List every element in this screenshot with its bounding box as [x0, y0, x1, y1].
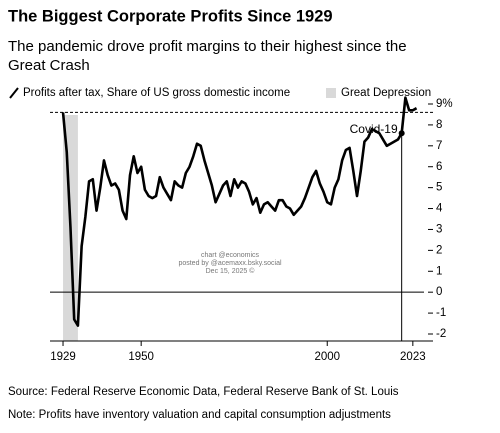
y-tick-label: 2 — [436, 244, 442, 256]
chart-subtitle: Great Crash — [8, 57, 90, 74]
y-tick-label: 5 — [436, 182, 442, 194]
annotation-point — [398, 130, 405, 137]
y-tick-label: 3 — [436, 223, 442, 235]
y-tick-label: -2 — [436, 328, 446, 340]
watermark: chart @economics — [201, 252, 260, 259]
annotation-label: Covid-19 — [350, 122, 398, 136]
y-tick-label: 0 — [436, 286, 442, 298]
watermark: posted by @acemaxx.bsky.social — [178, 260, 282, 267]
legend-label: Profits after tax, Share of US gross dom… — [23, 87, 290, 99]
watermark: Dec 15, 2025 © — [206, 267, 256, 275]
x-tick-label: 2023 — [400, 351, 426, 363]
x-tick-label: 1929 — [50, 351, 76, 363]
x-tick-label: 1950 — [128, 351, 154, 363]
y-tick-label: 7 — [436, 140, 442, 152]
series-line — [61, 96, 418, 327]
legend-label: Great Depression — [341, 87, 431, 99]
legend-shade-icon — [326, 88, 336, 98]
y-tick-label: -1 — [436, 307, 446, 319]
chart-title: The Biggest Corporate Profits Since 1929 — [8, 7, 333, 25]
source: Source: Federal Reserve Economic Data, F… — [8, 386, 399, 398]
chart-subtitle: The pandemic drove profit margins to the… — [8, 38, 407, 55]
x-tick-label: 2000 — [314, 351, 340, 363]
y-tick-label: 4 — [436, 203, 443, 215]
note: Note: Profits have inventory valuation a… — [8, 409, 391, 421]
y-tick-label: 9% — [436, 98, 453, 110]
y-tick-label: 8 — [436, 119, 442, 131]
y-tick-label: 6 — [436, 161, 442, 173]
y-tick-label: 1 — [436, 265, 442, 277]
legend-line-icon — [9, 87, 19, 99]
